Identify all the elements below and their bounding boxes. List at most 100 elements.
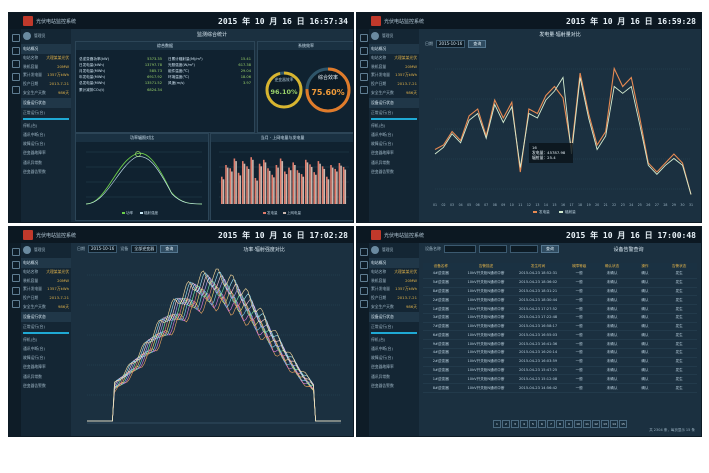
table-row[interactable]: 4#逆变器 10kV开关柜N通讯中断 2015-04-23 16:20:14 一般 未确… (423, 349, 697, 358)
page-button[interactable]: 15 (619, 420, 627, 428)
table-row[interactable]: 5#逆变器 10kV开关柜N通讯中断 2015-04-23 18:36:02 一般 未确… (423, 279, 697, 288)
query-button[interactable]: 查询 (541, 245, 559, 253)
search-icon[interactable] (360, 248, 368, 256)
alarm-icon[interactable] (360, 73, 368, 81)
page-button[interactable]: 8 (556, 420, 564, 428)
page-button[interactable]: 2 (502, 420, 510, 428)
table-row[interactable]: 1#逆变器 10kV开关柜N通讯中断 2015-04-23 15:12:08 一般 未确… (423, 375, 697, 385)
date-input[interactable]: 2015-10-16 (436, 40, 466, 48)
device-select[interactable]: 全部逆变器 (131, 245, 158, 253)
table-cell[interactable]: 确认 (641, 376, 649, 381)
date-input[interactable]: 2015-10-16 (88, 245, 118, 253)
table-cell[interactable]: 确认 (641, 324, 649, 329)
gear-icon[interactable] (360, 300, 368, 308)
sidebar-item[interactable]: 逆变器故障率 (371, 150, 394, 156)
sidebar-item[interactable]: 通讯中断(台) (23, 131, 45, 137)
query-button[interactable]: 查询 (468, 40, 487, 48)
sidebar-item[interactable]: 正常运行(台) (23, 323, 45, 329)
gear-icon[interactable] (12, 86, 20, 94)
page-button[interactable]: 11 (583, 420, 591, 428)
sidebar-item[interactable]: 故障运行(台) (371, 141, 393, 147)
home-icon[interactable] (12, 47, 20, 55)
table-cell[interactable]: 确认 (641, 315, 649, 320)
table-cell[interactable]: 确认 (641, 271, 649, 276)
home-icon[interactable] (12, 261, 20, 269)
table-cell[interactable]: 确认 (641, 385, 649, 390)
table-row[interactable]: 7#逆变器 10kV开关柜N通讯中断 2015-04-23 16:58:17 一般 未确… (423, 323, 697, 332)
sidebar-item[interactable]: 逆变器告警数 (371, 382, 394, 388)
table-cell[interactable]: 确认 (641, 288, 649, 293)
page-button[interactable]: 7 (547, 420, 555, 428)
table-row[interactable]: 1#逆变器 10kV开关柜N通讯中断 2015-04-23 17:27:52 一般 未确… (423, 305, 697, 314)
table-cell[interactable]: 确认 (641, 280, 649, 285)
sidebar-item[interactable]: 逆变器告警数 (23, 382, 46, 388)
end-date-input[interactable] (510, 245, 538, 253)
search-icon[interactable] (12, 248, 20, 256)
table-row[interactable]: 3#逆变器 10kV开关柜N通讯中断 2015-04-23 17:22:48 一般 未确… (423, 314, 697, 323)
page-button[interactable]: 4 (520, 420, 528, 428)
sidebar-item[interactable]: 逆变器告警数 (371, 168, 394, 174)
gear-icon[interactable] (360, 86, 368, 94)
page-button[interactable]: 5 (529, 420, 537, 428)
sidebar-item[interactable]: 停机(台) (371, 122, 386, 128)
table-row[interactable]: 2#逆变器 10kV开关柜N通讯中断 2015-04-23 18:30:44 一般 未确… (423, 296, 697, 306)
alarm-icon[interactable] (360, 287, 368, 295)
sidebar-item[interactable]: 故障运行(台) (23, 355, 45, 361)
page-button[interactable]: 10 (574, 420, 582, 428)
table-row[interactable]: 6#逆变器 10kV开关柜N通讯中断 2015-04-23 16:55:03 一般 未确… (423, 331, 697, 341)
sidebar-item[interactable]: 停机(台) (23, 122, 38, 128)
alarm-icon[interactable] (12, 73, 20, 81)
sidebar-item[interactable]: 通讯中断(台) (371, 345, 393, 351)
chart-icon[interactable] (12, 60, 20, 68)
search-icon[interactable] (360, 34, 368, 42)
sidebar-item[interactable]: 正常运行(台) (371, 109, 393, 115)
table-row[interactable]: 5#逆变器 10kV开关柜N通讯中断 2015-04-23 15:47:25 一般 未确… (423, 367, 697, 376)
sidebar-item[interactable]: 正常运行(台) (371, 323, 393, 329)
alarm-icon[interactable] (12, 287, 20, 295)
table-cell[interactable]: 确认 (641, 332, 649, 337)
table-row[interactable]: 2#逆变器 10kV开关柜N通讯中断 2015-04-23 16:03:59 一般 未确… (423, 358, 697, 367)
sidebar-item[interactable]: 逆变器故障率 (23, 364, 46, 370)
search-icon[interactable] (12, 34, 20, 42)
table-cell[interactable]: 确认 (641, 341, 649, 346)
sidebar-item[interactable]: 故障运行(台) (371, 355, 393, 361)
home-icon[interactable] (360, 47, 368, 55)
sidebar-item[interactable]: 通讯异常数 (23, 159, 42, 165)
table-cell[interactable]: 确认 (641, 359, 649, 364)
sidebar-item[interactable]: 通讯异常数 (371, 373, 390, 379)
chart-icon[interactable] (360, 60, 368, 68)
query-button[interactable]: 查询 (160, 245, 179, 253)
sidebar-item[interactable]: 通讯中断(台) (23, 345, 45, 351)
sidebar-item[interactable]: 逆变器告警数 (23, 168, 46, 174)
table-row[interactable]: 8#逆变器 10kV开关柜N通讯中断 2015-04-23 14:56:42 一般 未确… (423, 384, 697, 393)
table-row[interactable]: 8#逆变器 10kV开关柜N通讯中断 2015-04-23 18:31:21 一般 未确… (423, 288, 697, 297)
sidebar-item[interactable]: 逆变器故障率 (371, 364, 394, 370)
page-button[interactable]: 9 (565, 420, 573, 428)
table-row[interactable]: 9#逆变器 10kV开关柜N通讯中断 2015-04-23 16:41:36 一般 未确… (423, 340, 697, 350)
sidebar-item[interactable]: 通讯中断(台) (371, 131, 393, 137)
table-cell[interactable]: 确认 (641, 367, 649, 372)
device-input[interactable] (444, 245, 476, 253)
table-cell[interactable]: 确认 (641, 306, 649, 311)
sidebar-item[interactable]: 通讯异常数 (371, 159, 390, 165)
sidebar-item[interactable]: 正常运行(台) (23, 109, 45, 115)
table-row[interactable]: 4#逆变器 10kV开关柜N通讯中断 2015-04-23 18:52:31 一般 未确… (423, 270, 697, 279)
sidebar-item[interactable]: 停机(台) (371, 336, 386, 342)
page-button[interactable]: 13 (601, 420, 609, 428)
page-button[interactable]: 14 (610, 420, 618, 428)
sidebar-item[interactable]: 故障运行(台) (23, 141, 45, 147)
sidebar-item[interactable]: 通讯异常数 (23, 373, 42, 379)
table-cell[interactable]: 确认 (641, 297, 649, 302)
table-cell[interactable]: 确认 (641, 350, 649, 355)
sidebar-item[interactable]: 停机(台) (23, 336, 38, 342)
gear-icon[interactable] (12, 300, 20, 308)
home-icon[interactable] (360, 261, 368, 269)
chart-icon[interactable] (360, 274, 368, 282)
page-button[interactable]: 12 (592, 420, 600, 428)
page-button[interactable]: 1 (493, 420, 501, 428)
chart-icon[interactable] (12, 274, 20, 282)
start-date-input[interactable] (479, 245, 507, 253)
sidebar-item[interactable]: 逆变器故障率 (23, 150, 46, 156)
page-button[interactable]: 3 (511, 420, 519, 428)
page-button[interactable]: 6 (538, 420, 546, 428)
